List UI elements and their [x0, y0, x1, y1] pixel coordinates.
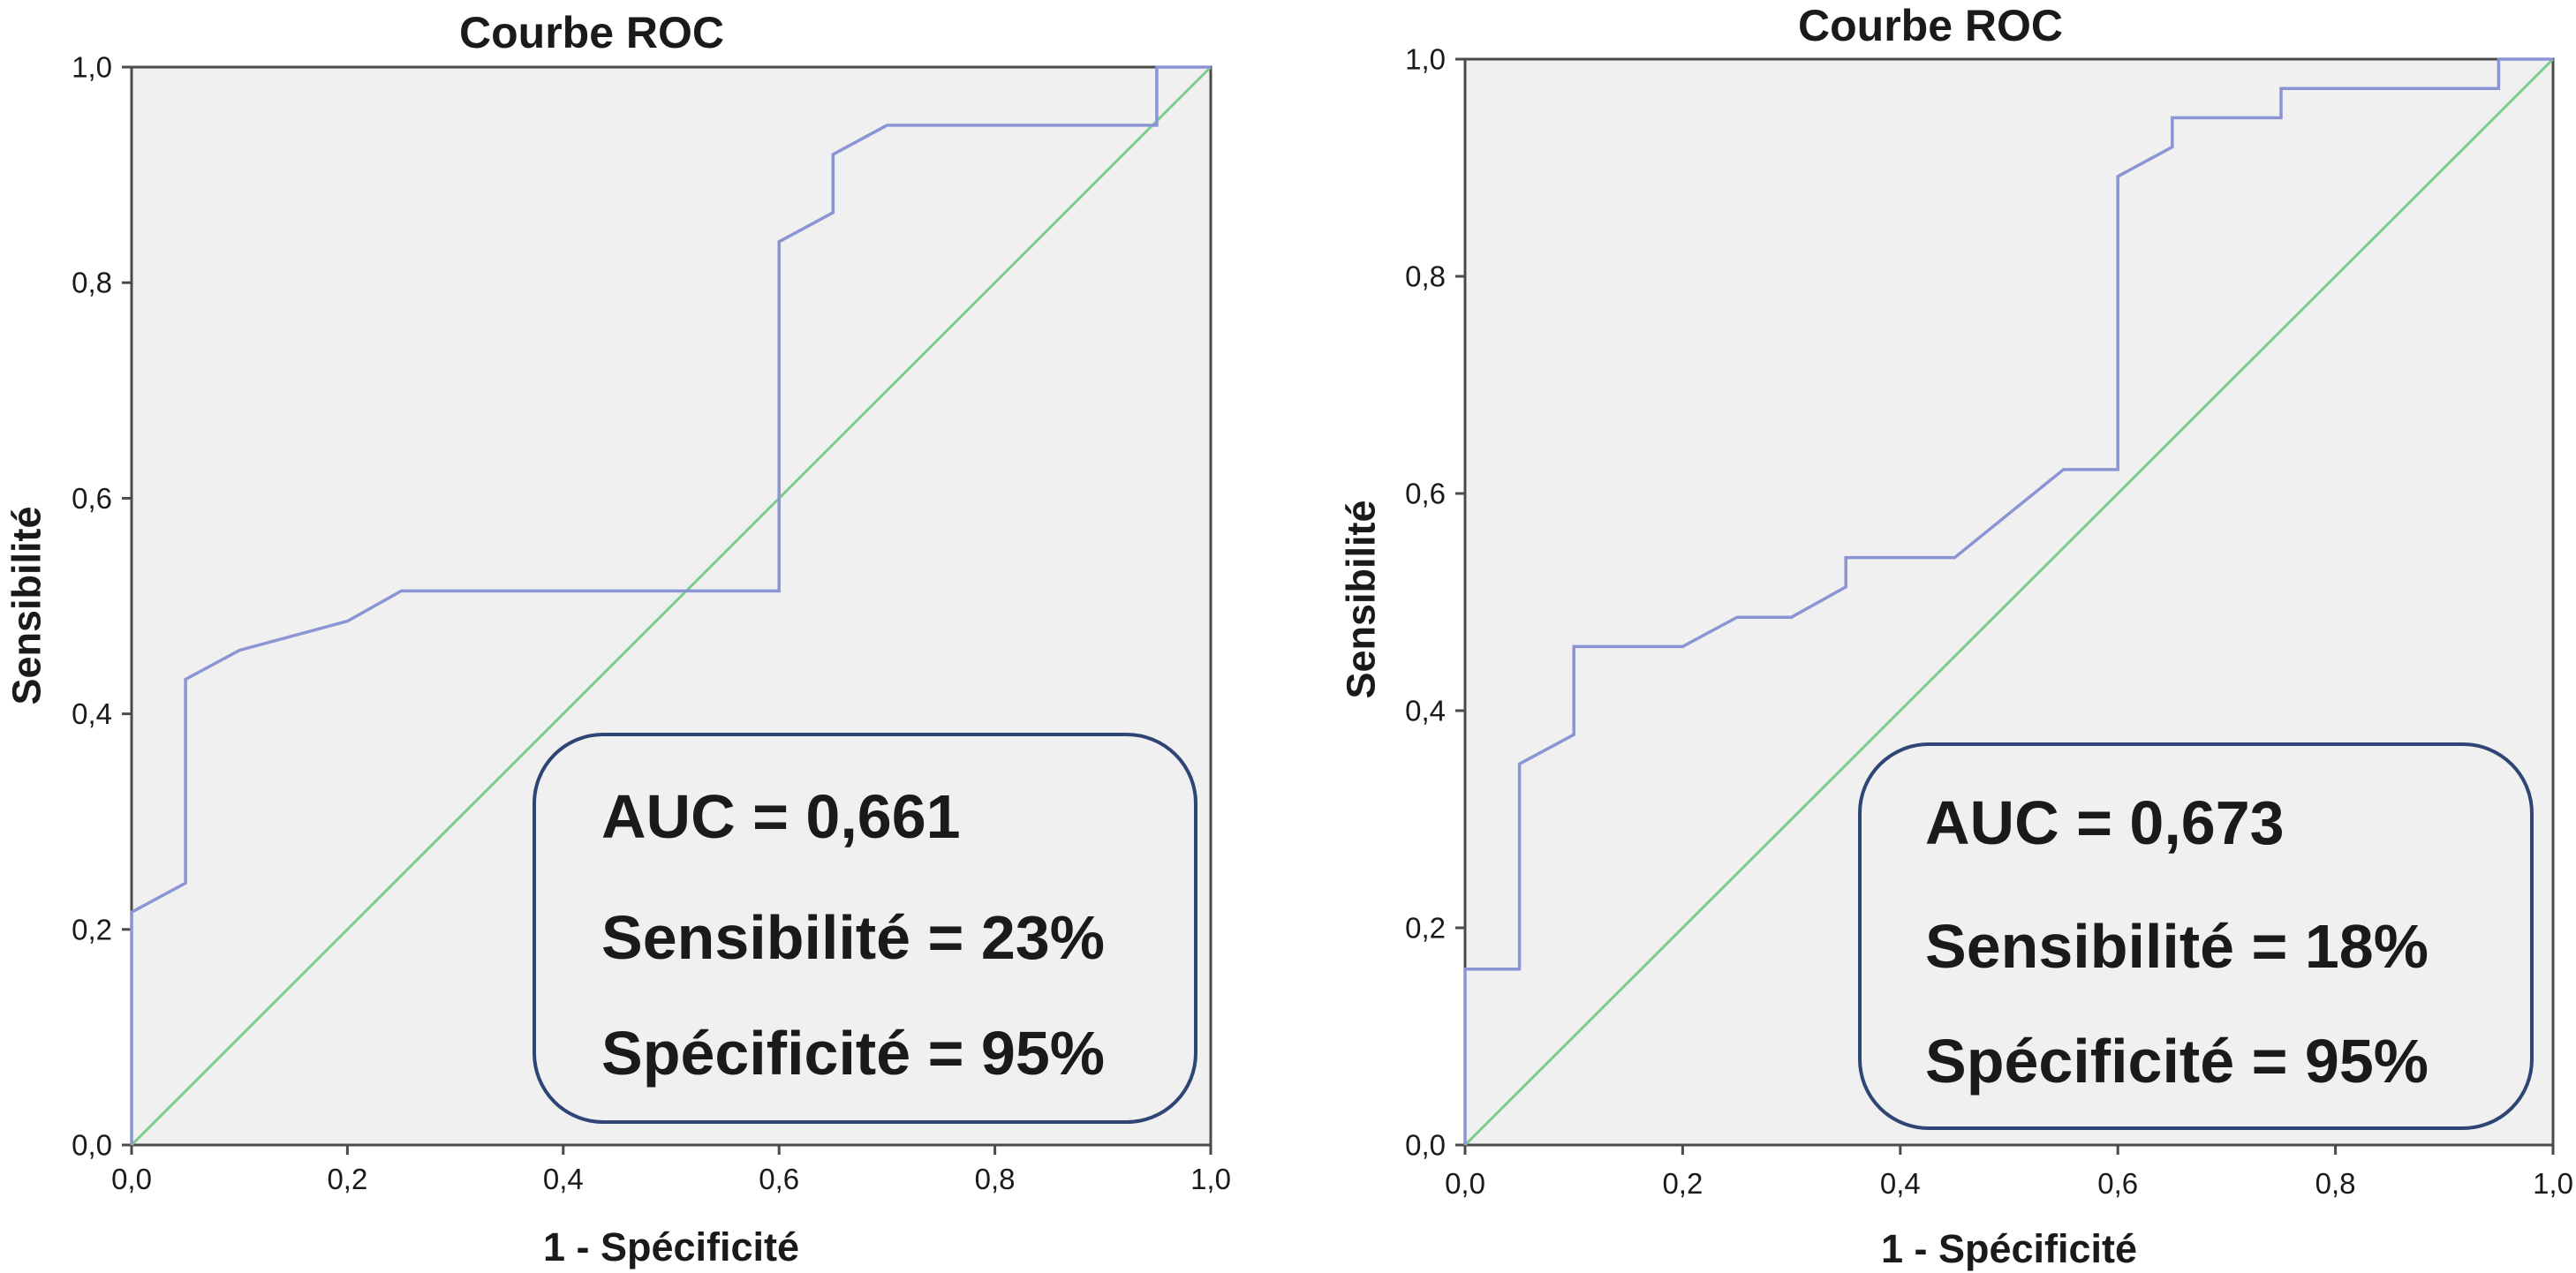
x-tick-label: 0,8	[2315, 1167, 2356, 1200]
roc-chart-right: 0,0 0,2 0,4 0,6 0,8 1,0 0,0 0,2 0,4 0,6 0,8 1,0 AUC …	[1339, 1, 2573, 1271]
x-tick-label: 0,0	[1445, 1167, 1485, 1200]
y-tick-label: 1,0	[72, 51, 112, 84]
y-tick-label: 1,0	[1405, 43, 1446, 76]
x-tick-label: 1,0	[2533, 1167, 2573, 1200]
chart-title: Courbe ROC	[459, 8, 724, 57]
y-tick-label: 0,4	[72, 697, 112, 730]
plot-frame	[1463, 57, 2555, 1147]
y-axis-label: Sensibilité	[1339, 500, 1384, 698]
roc-chart-left: 0,0 0,2 0,4 0,6 0,8 1,0 0,0 0,2 0,4 0,6 0,8 1,0 AUC …	[4, 8, 1231, 1269]
specificity-value: Spécificité = 95%	[1925, 1027, 2429, 1096]
sensitivity-value: Sensibilité = 23%	[601, 903, 1105, 972]
y-tick-label: 0,6	[1405, 478, 1446, 510]
x-tick-label: 0,6	[759, 1163, 799, 1195]
auc-value: AUC = 0,673	[1925, 788, 2285, 857]
roc-curve	[130, 65, 1211, 1145]
y-tick-label: 0,8	[1405, 260, 1446, 293]
reference-diagonal	[1463, 57, 2555, 1147]
x-tick-label: 0,2	[327, 1163, 367, 1195]
x-tick-label: 1,0	[1190, 1163, 1231, 1195]
x-tick-label: 0,6	[2097, 1167, 2138, 1200]
y-tick-label: 0,8	[72, 267, 112, 299]
x-tick-label: 0,2	[1662, 1167, 1703, 1200]
y-axis-label: Sensibilité	[4, 506, 49, 704]
y-tick-label: 0,4	[1405, 695, 1446, 727]
sensitivity-value: Sensibilité = 18%	[1925, 912, 2429, 981]
y-tick-label: 0,6	[72, 482, 112, 515]
y-tick-label: 0,0	[1405, 1129, 1446, 1162]
y-tick-label: 0,0	[72, 1129, 112, 1162]
x-tick-label: 0,8	[975, 1163, 1016, 1195]
auc-value: AUC = 0,661	[601, 782, 961, 851]
chart-title: Courbe ROC	[1798, 1, 2063, 50]
x-axis-label: 1 - Spécificité	[543, 1224, 799, 1269]
y-tick-label: 0,2	[72, 913, 112, 945]
x-tick-label: 0,4	[1880, 1167, 1921, 1200]
roc-curve	[1463, 57, 2553, 1145]
x-tick-label: 0,4	[543, 1163, 584, 1195]
specificity-value: Spécificité = 95%	[601, 1019, 1105, 1088]
x-axis-label: 1 - Spécificité	[1881, 1226, 2137, 1271]
reference-diagonal	[130, 65, 1212, 1147]
annotation-box	[533, 733, 1197, 1124]
y-tick-label: 0,2	[1405, 912, 1446, 945]
plot-frame	[130, 65, 1212, 1147]
x-tick-label: 0,0	[111, 1163, 152, 1195]
annotation-box	[1858, 742, 2534, 1130]
